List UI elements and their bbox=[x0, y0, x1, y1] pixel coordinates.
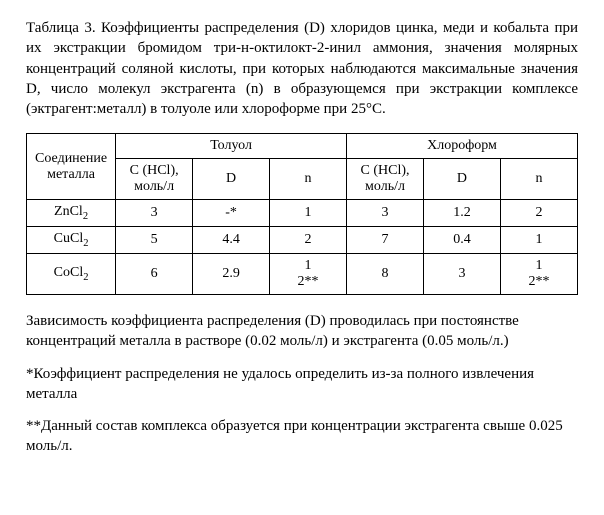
header-compound: Соединение металла bbox=[27, 134, 116, 200]
cell: 2 bbox=[500, 200, 577, 227]
cell: 5 bbox=[116, 227, 193, 254]
table-caption: Таблица 3. Коэффициенты распределения (D… bbox=[26, 18, 578, 119]
cell: 3 bbox=[347, 200, 424, 227]
table-row: ZnCl2 3 -* 1 3 1.2 2 bbox=[27, 200, 578, 227]
table-row: CuCl2 5 4.4 2 7 0.4 1 bbox=[27, 227, 578, 254]
cell: 6 bbox=[116, 254, 193, 295]
header-c-l1: C (HCl), bbox=[130, 163, 179, 178]
header-compound-text: Соединение металла bbox=[35, 151, 107, 182]
header-solvent-chloroform: Хлороформ bbox=[347, 134, 578, 159]
cell: 8 bbox=[347, 254, 424, 295]
header-c-l1b: C (HCl), bbox=[361, 163, 410, 178]
document-page: Таблица 3. Коэффициенты распределения (D… bbox=[0, 0, 604, 489]
note-conditions: Зависимость коэффициента распределения (… bbox=[26, 311, 578, 352]
cell-line: 2** bbox=[298, 274, 319, 289]
header-t-d: D bbox=[193, 159, 270, 200]
table-row: CoCl2 6 2.9 1 2** 8 3 1 2** bbox=[27, 254, 578, 295]
cell: 1 2** bbox=[500, 254, 577, 295]
distribution-table: Соединение металла Толуол Хлороформ C (H… bbox=[26, 133, 578, 295]
note-asterisk: *Коэффициент распределения не удалось оп… bbox=[26, 364, 578, 405]
note-double-aster: **Данный состав комплекса образуется при… bbox=[26, 416, 578, 457]
header-x-n: n bbox=[500, 159, 577, 200]
cell: 0.4 bbox=[424, 227, 501, 254]
cell: 7 bbox=[347, 227, 424, 254]
cell-line: 1 bbox=[305, 258, 312, 273]
cell: 2 bbox=[270, 227, 347, 254]
header-t-c: C (HCl), моль/л bbox=[116, 159, 193, 200]
table-notes: Зависимость коэффициента распределения (… bbox=[26, 311, 578, 457]
cell-line: 2** bbox=[528, 274, 549, 289]
cell: 1 2** bbox=[270, 254, 347, 295]
header-solvent-toluene: Толуол bbox=[116, 134, 347, 159]
cell: 1 bbox=[270, 200, 347, 227]
cell: 2.9 bbox=[193, 254, 270, 295]
cell-compound: CuCl2 bbox=[27, 227, 116, 254]
cell: 1.2 bbox=[424, 200, 501, 227]
cell: 4.4 bbox=[193, 227, 270, 254]
cell-line: 1 bbox=[535, 258, 542, 273]
cell: 3 bbox=[424, 254, 501, 295]
header-c-l2b: моль/л bbox=[365, 179, 405, 194]
cell: 1 bbox=[500, 227, 577, 254]
header-t-n: n bbox=[270, 159, 347, 200]
header-x-c: C (HCl), моль/л bbox=[347, 159, 424, 200]
cell: -* bbox=[193, 200, 270, 227]
cell: 3 bbox=[116, 200, 193, 227]
header-c-l2: моль/л bbox=[134, 179, 174, 194]
header-x-d: D bbox=[424, 159, 501, 200]
cell-compound: CoCl2 bbox=[27, 254, 116, 295]
cell-compound: ZnCl2 bbox=[27, 200, 116, 227]
